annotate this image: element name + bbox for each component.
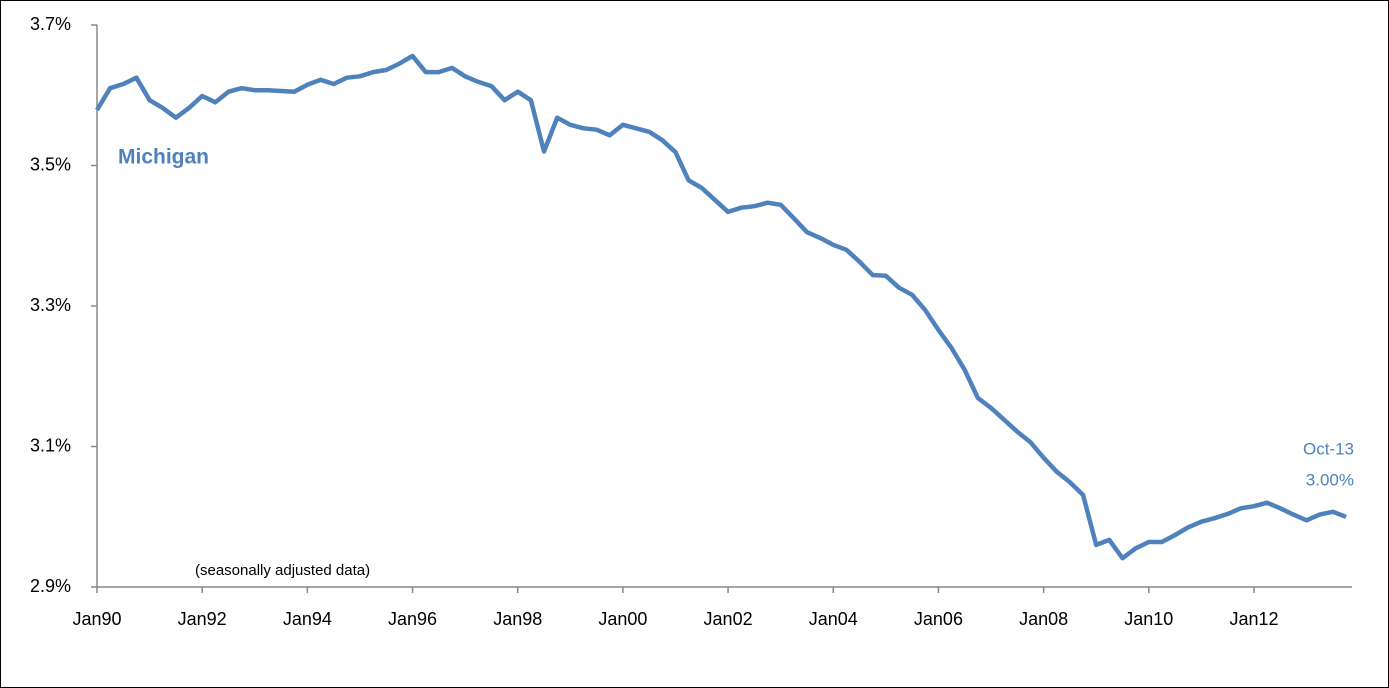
x-tick-label: Jan06 <box>914 609 963 629</box>
x-tick-label: Jan92 <box>178 609 227 629</box>
y-tick-label: 3.1% <box>30 435 71 455</box>
annotation: (seasonally adjusted data) <box>195 562 370 579</box>
x-tick-label: Jan04 <box>809 609 858 629</box>
x-tick-label: Jan12 <box>1229 609 1278 629</box>
series-label: Michigan <box>118 146 209 169</box>
annotation: Oct-13 <box>1303 439 1354 458</box>
x-tick-label: Jan10 <box>1124 609 1173 629</box>
x-tick-label: Jan00 <box>598 609 647 629</box>
x-tick-label: Jan90 <box>72 609 121 629</box>
y-tick-label: 3.7% <box>30 14 71 34</box>
x-tick-label: Jan98 <box>493 609 542 629</box>
x-tick-label: Jan08 <box>1019 609 1068 629</box>
x-tick-label: Jan02 <box>704 609 753 629</box>
series-line <box>95 53 1347 561</box>
y-tick-label: 3.3% <box>30 295 71 315</box>
annotation: 3.00% <box>1306 470 1354 489</box>
x-tick-label: Jan94 <box>283 609 332 629</box>
y-tick-label: 3.5% <box>30 154 71 174</box>
x-tick-label: Jan96 <box>388 609 437 629</box>
y-tick-label: 2.9% <box>30 576 71 596</box>
